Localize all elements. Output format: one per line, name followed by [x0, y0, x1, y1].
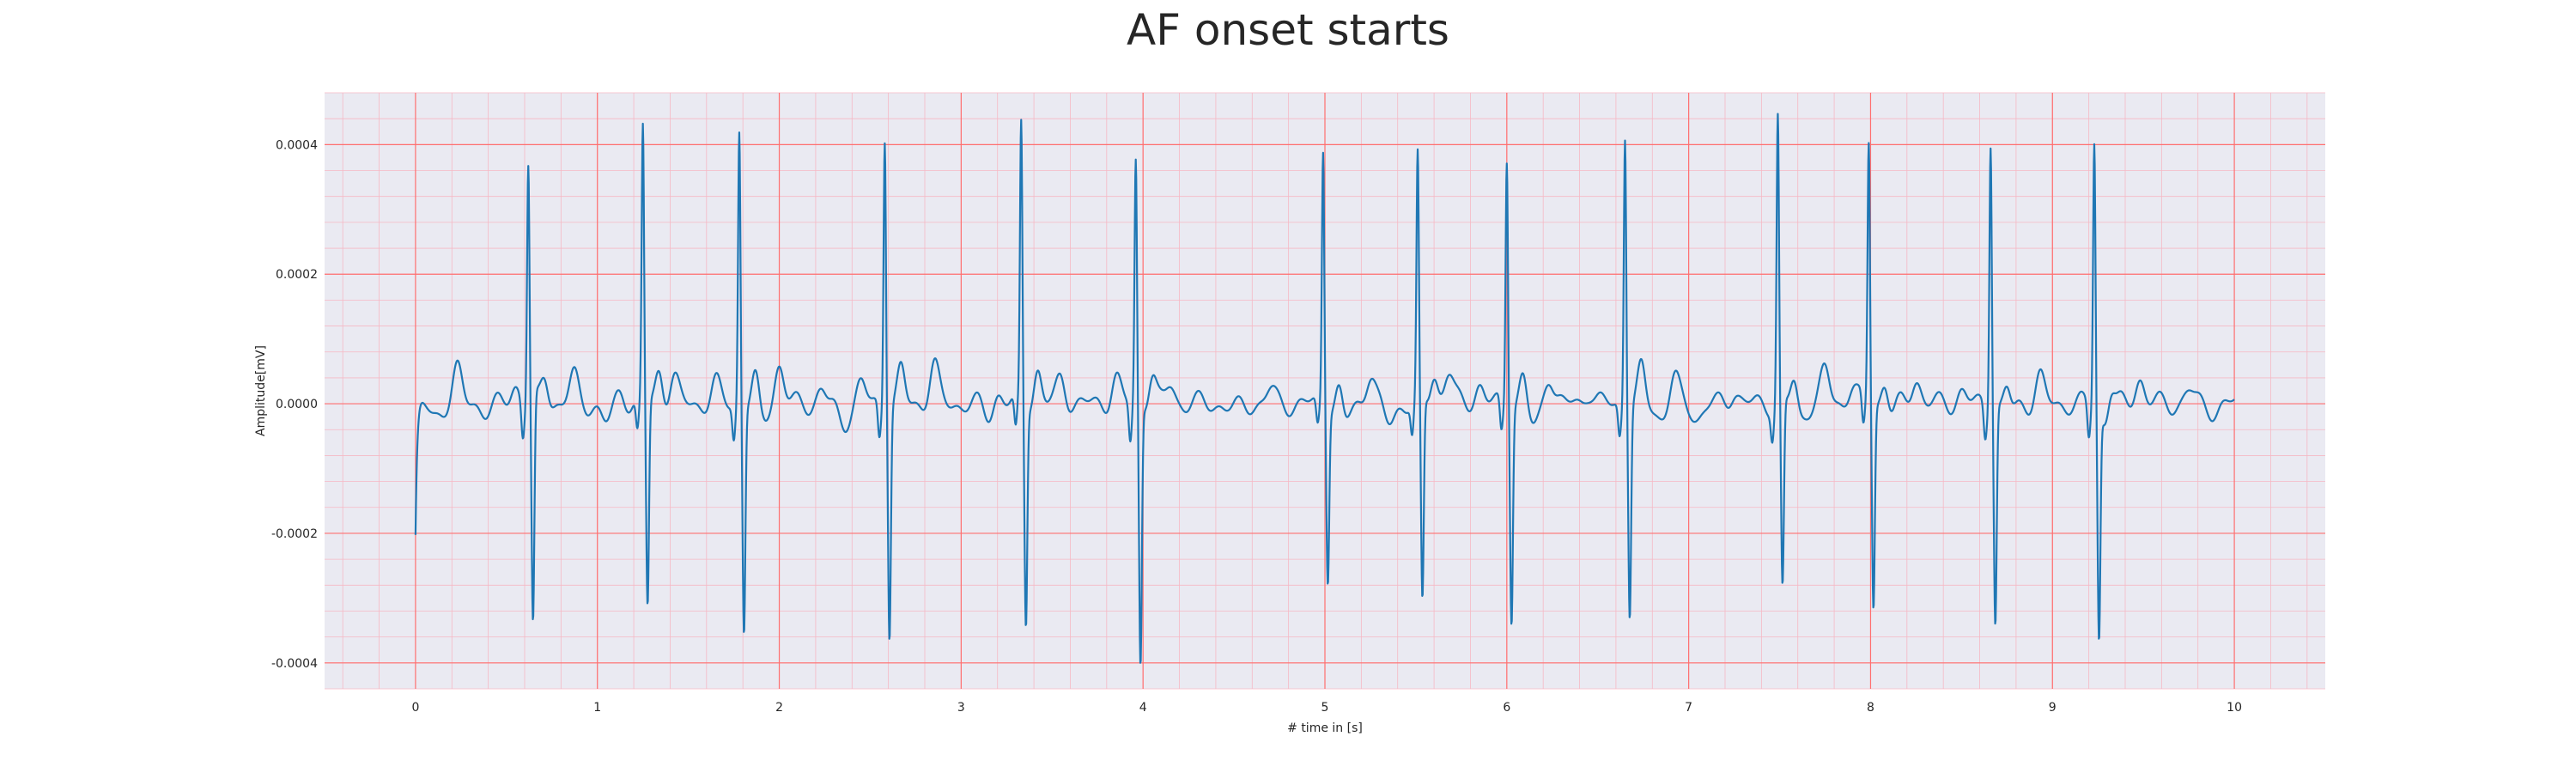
y-tick-label: 0.0004	[276, 138, 318, 152]
x-axis-ticks: 0 1 2 3 4 5 6 7 8 9 10	[411, 701, 2242, 715]
y-tick-label: -0.0002	[271, 527, 318, 541]
x-tick-label: 6	[1503, 701, 1510, 715]
x-axis-label: # time in [s]	[1287, 721, 1363, 735]
y-tick-label: 0.0002	[276, 268, 318, 282]
x-tick-label: 10	[2227, 701, 2242, 715]
chart-title: AF onset starts	[1127, 5, 1449, 55]
y-axis-label: Amplitude[mV]	[254, 345, 268, 436]
y-axis-ticks: -0.0004 -0.0002 0.0000 0.0002 0.0004	[271, 138, 318, 670]
ecg-series-line	[414, 113, 2235, 664]
y-tick-label: -0.0004	[271, 657, 318, 671]
series-layer	[414, 113, 2235, 664]
x-tick-label: 0	[411, 701, 419, 715]
major-grid	[325, 93, 2325, 689]
x-tick-label: 2	[775, 701, 783, 715]
x-tick-label: 9	[2049, 701, 2057, 715]
x-tick-label: 4	[1139, 701, 1147, 715]
x-tick-label: 8	[1867, 701, 1874, 715]
x-tick-label: 5	[1321, 701, 1329, 715]
x-tick-label: 1	[593, 701, 601, 715]
x-tick-label: 7	[1685, 701, 1692, 715]
x-tick-label: 3	[957, 701, 965, 715]
y-tick-label: 0.0000	[276, 398, 318, 411]
